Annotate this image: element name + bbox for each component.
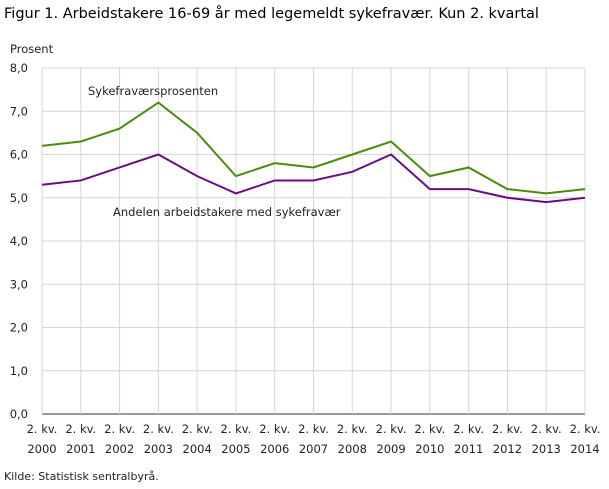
x-tick-label: 2003 [144, 442, 173, 456]
x-tick-label: 2002 [105, 442, 134, 456]
x-tick-label: 2. kv. [570, 422, 601, 436]
y-tick-label: 0,0 [10, 407, 28, 421]
x-tick-label: 2. kv. [259, 422, 290, 436]
y-tick-label: 4,0 [10, 234, 28, 248]
x-tick-label: 2. kv. [27, 422, 58, 436]
series-label-2: Andelen arbeidstakere med sykefravær [113, 205, 341, 219]
x-tick-label: 2006 [260, 442, 289, 456]
series-label-1: Sykefraværsprosenten [88, 84, 218, 98]
y-tick-label: 1,0 [10, 364, 28, 378]
chart-title: Figur 1. Arbeidstakere 16-69 år med lege… [4, 6, 539, 22]
y-tick-label: 5,0 [10, 191, 28, 205]
source-note: Kilde: Statistisk sentralbyrå. [4, 470, 159, 483]
x-tick-label: 2013 [532, 442, 561, 456]
y-tick-label: 2,0 [10, 321, 28, 335]
x-tick-label: 2. kv. [492, 422, 523, 436]
x-tick-label: 2009 [376, 442, 405, 456]
y-axis-label: Prosent [10, 42, 54, 56]
x-tick-label: 2. kv. [414, 422, 445, 436]
x-tick-label: 2. kv. [531, 422, 562, 436]
x-tick-label: 2000 [27, 442, 56, 456]
x-tick-label: 2. kv. [220, 422, 251, 436]
x-tick-label: 2. kv. [337, 422, 368, 436]
x-tick-label: 2. kv. [453, 422, 484, 436]
x-tick-label: 2. kv. [182, 422, 213, 436]
y-tick-label: 7,0 [10, 104, 28, 118]
x-tick-label: 2007 [299, 442, 328, 456]
y-tick-label: 8,0 [10, 61, 28, 75]
y-tick-label: 6,0 [10, 148, 28, 162]
x-tick-label: 2012 [493, 442, 522, 456]
x-tick-label: 2014 [570, 442, 599, 456]
x-tick-label: 2. kv. [376, 422, 407, 436]
y-tick-label: 3,0 [10, 277, 28, 291]
x-tick-label: 2. kv. [65, 422, 96, 436]
x-tick-label: 2001 [66, 442, 95, 456]
x-tick-label: 2008 [338, 442, 367, 456]
x-tick-label: 2. kv. [143, 422, 174, 436]
x-tick-label: 2011 [454, 442, 483, 456]
x-tick-label: 2010 [415, 442, 444, 456]
x-tick-label: 2005 [221, 442, 250, 456]
x-tick-label: 2. kv. [298, 422, 329, 436]
x-tick-label: 2. kv. [104, 422, 135, 436]
x-tick-label: 2004 [183, 442, 212, 456]
